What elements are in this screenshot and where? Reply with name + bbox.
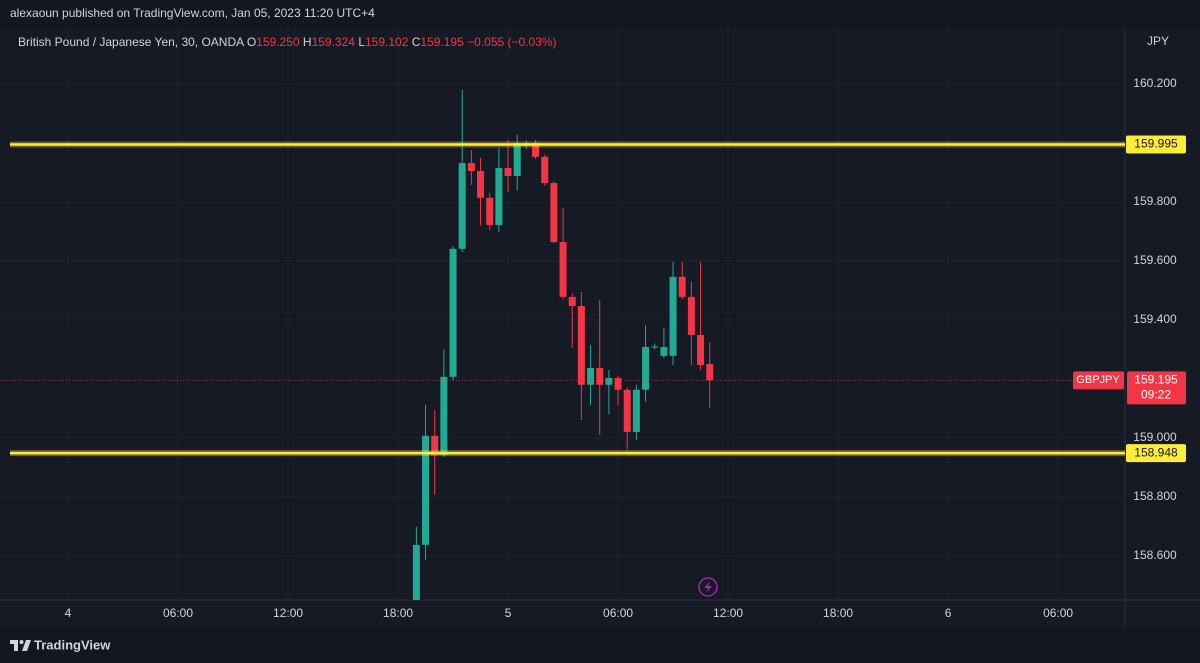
candle-body [596, 367, 604, 385]
candle-body [568, 296, 576, 307]
level-label: 158.948 [1134, 445, 1178, 459]
candle-body [541, 156, 549, 184]
level-label: 159.995 [1134, 137, 1178, 151]
candle-body [660, 347, 668, 356]
candle-body [513, 142, 521, 177]
candle-body [550, 183, 558, 243]
currency: JPY [1147, 34, 1169, 48]
countdown-label: 09:22 [1141, 388, 1171, 402]
legend-value: 159.250 [256, 35, 300, 49]
candle-body [697, 334, 705, 366]
x-tick-label: 12:00 [273, 606, 303, 620]
x-tick-label: 18:00 [823, 606, 853, 620]
candle-body [687, 296, 695, 335]
candle-body [412, 544, 420, 600]
candle-body [486, 197, 494, 225]
candle-body [632, 389, 640, 432]
legend-value: 159.195 [420, 35, 464, 49]
candle-body [431, 435, 439, 455]
candle-body [623, 389, 631, 432]
legend-symbol: British Pound / Japanese Yen, 30, OANDA [18, 35, 244, 49]
x-tick-label: 06:00 [603, 606, 633, 620]
candle-body [678, 276, 686, 297]
y-tick-label: 159.000 [1133, 430, 1177, 444]
footer-brand: TradingView [34, 637, 111, 652]
y-tick-label: 158.800 [1133, 489, 1177, 503]
lightning-icon [698, 577, 718, 597]
candle-body [559, 242, 567, 297]
x-tick-label: 06:00 [163, 606, 193, 620]
legend: British Pound / Japanese Yen, 30, OANDA … [18, 35, 557, 49]
legend-value: 159.324 [312, 35, 356, 49]
x-tick-label: 5 [505, 606, 512, 620]
candle-body [458, 163, 466, 249]
footer-logo [10, 640, 31, 651]
candle-body [449, 248, 457, 377]
x-tick-label: 12:00 [713, 606, 743, 620]
y-tick-label: 159.800 [1133, 194, 1177, 208]
axis-labels: 160.200 159.800 159.600 159.400 159.000 158.8… [65, 76, 1186, 620]
x-tick-label: 18:00 [383, 606, 413, 620]
candle-body [477, 171, 485, 198]
last-price-label: 159.195 [1134, 373, 1178, 387]
candle-body [532, 142, 540, 157]
y-tick-label: 158.600 [1133, 548, 1177, 562]
symbol-label-bg [1073, 371, 1124, 390]
legend-label: C [412, 35, 421, 49]
candle-body [642, 347, 650, 390]
candle-body [440, 376, 448, 455]
candle-body [669, 276, 677, 356]
y-tick-label: 159.600 [1133, 253, 1177, 267]
header: alexaoun published on TradingView.com, J… [10, 6, 375, 20]
level-label-bg [1126, 444, 1186, 463]
candle-body [587, 367, 595, 385]
candle-body [651, 346, 659, 348]
x-tick-label: 06:00 [1043, 606, 1073, 620]
legend-label: H [303, 35, 312, 49]
candle-body [467, 163, 475, 171]
y-tick-label: 159.400 [1133, 312, 1177, 326]
candle-body [706, 364, 714, 381]
plot [0, 89, 1125, 600]
last-price-label-bg [1127, 371, 1186, 405]
grid [0, 28, 1125, 600]
legend-change: −0.055 (−0.03%) [467, 35, 556, 49]
y-tick-label: 160.200 [1133, 76, 1177, 90]
candle-body [614, 377, 622, 390]
candle-body [504, 168, 512, 177]
candle-body [605, 377, 613, 385]
candle-body [422, 435, 430, 545]
x-tick-label: 6 [945, 606, 952, 620]
legend-value: 159.102 [365, 35, 409, 49]
candle-body [577, 306, 585, 385]
x-tick-label: 4 [65, 606, 72, 620]
level-label-bg [1126, 135, 1186, 154]
legend-label: L [358, 35, 365, 49]
legend-label: O [247, 35, 256, 49]
candle-body [495, 168, 503, 225]
symbol-label: GBPJPY [1076, 374, 1120, 386]
